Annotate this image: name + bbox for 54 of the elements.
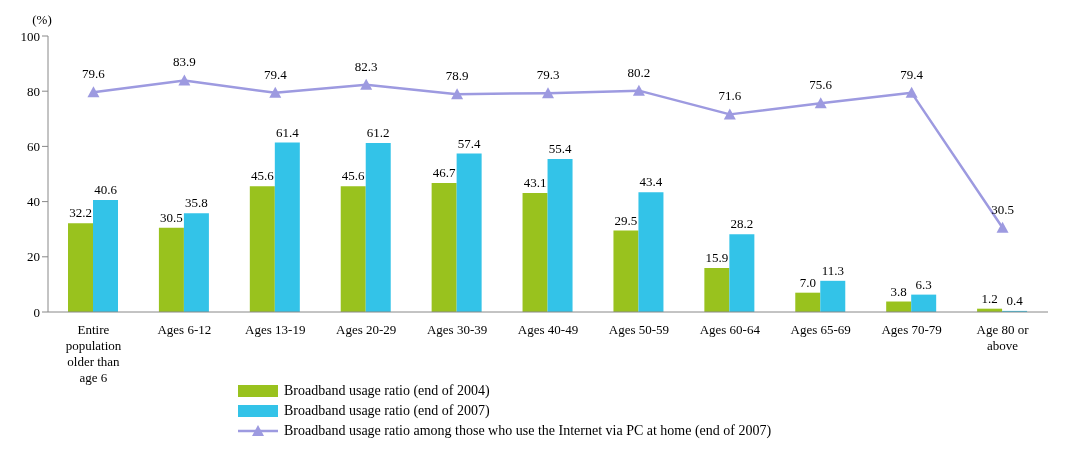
legend-label: Broadband usage ratio among those who use the Internet via PC at home (end of 2007) bbox=[284, 422, 772, 440]
x-tick-label: Entire population older than age 6 bbox=[65, 322, 122, 385]
data-label: 0.4 bbox=[1006, 292, 1024, 308]
data-label: 1.2 bbox=[981, 290, 998, 306]
data-label: 82.3 bbox=[354, 58, 378, 74]
x-tick-label: Ages 6-12 bbox=[157, 322, 212, 337]
x-tick-label: Ages 20-29 bbox=[336, 322, 397, 337]
data-label: 30.5 bbox=[160, 209, 183, 225]
y-tick-label: 0 bbox=[33, 304, 40, 320]
data-label: 3.8 bbox=[890, 283, 907, 299]
data-label: 78.9 bbox=[445, 68, 469, 84]
data-label: 79.4 bbox=[900, 66, 924, 82]
y-tick-label: 40 bbox=[27, 194, 40, 210]
data-label: 46.7 bbox=[432, 165, 457, 181]
x-tick-label: Age 80 or above bbox=[976, 322, 1030, 353]
y-tick-label: 80 bbox=[27, 83, 40, 99]
y-tick-label: 100 bbox=[20, 28, 40, 44]
data-label: 79.4 bbox=[263, 66, 288, 82]
data-label: 40.6 bbox=[94, 181, 118, 197]
x-tick-label: Ages 60-64 bbox=[699, 322, 761, 337]
x-tick-label: Ages 70-79 bbox=[881, 322, 942, 337]
legend-label: Broadband usage ratio (end of 2004) bbox=[284, 382, 490, 400]
data-label: 55.4 bbox=[548, 141, 572, 157]
data-label: 45.6 bbox=[250, 168, 275, 184]
data-label: 57.4 bbox=[457, 135, 482, 151]
y-tick-label: 20 bbox=[27, 249, 40, 265]
data-label: 79.6 bbox=[82, 66, 106, 82]
x-tick-label: Ages 65-69 bbox=[790, 322, 851, 337]
data-label: 6.3 bbox=[915, 276, 932, 292]
data-label: 35.8 bbox=[185, 195, 208, 211]
data-label: 43.1 bbox=[523, 175, 547, 191]
data-label: 11.3 bbox=[821, 262, 844, 278]
data-label: 32.2 bbox=[69, 205, 92, 221]
data-label: 7.0 bbox=[799, 274, 816, 290]
data-label: 29.5 bbox=[614, 212, 638, 228]
x-tick-label: Ages 13-19 bbox=[245, 322, 306, 337]
y-axis-title: (%) bbox=[32, 12, 52, 27]
x-tick-label: Ages 40-49 bbox=[517, 322, 579, 337]
y-tick-label: 60 bbox=[27, 139, 40, 155]
data-label: 43.4 bbox=[639, 174, 663, 190]
data-label: 61.2 bbox=[366, 125, 390, 141]
data-label: 45.6 bbox=[341, 168, 366, 184]
data-label: 30.5 bbox=[991, 201, 1014, 217]
data-label: 79.3 bbox=[536, 67, 560, 83]
data-label: 80.2 bbox=[627, 64, 651, 80]
data-label: 71.6 bbox=[718, 88, 742, 104]
data-label: 15.9 bbox=[705, 250, 729, 266]
x-tick-label: Ages 30-39 bbox=[426, 322, 488, 337]
data-label: 61.4 bbox=[275, 124, 300, 140]
data-label: 83.9 bbox=[172, 54, 196, 70]
x-tick-label: Ages 50-59 bbox=[608, 322, 670, 337]
data-label: 75.6 bbox=[809, 77, 833, 93]
legend-label: Broadband usage ratio (end of 2007) bbox=[284, 402, 490, 420]
data-label: 28.2 bbox=[730, 216, 754, 232]
